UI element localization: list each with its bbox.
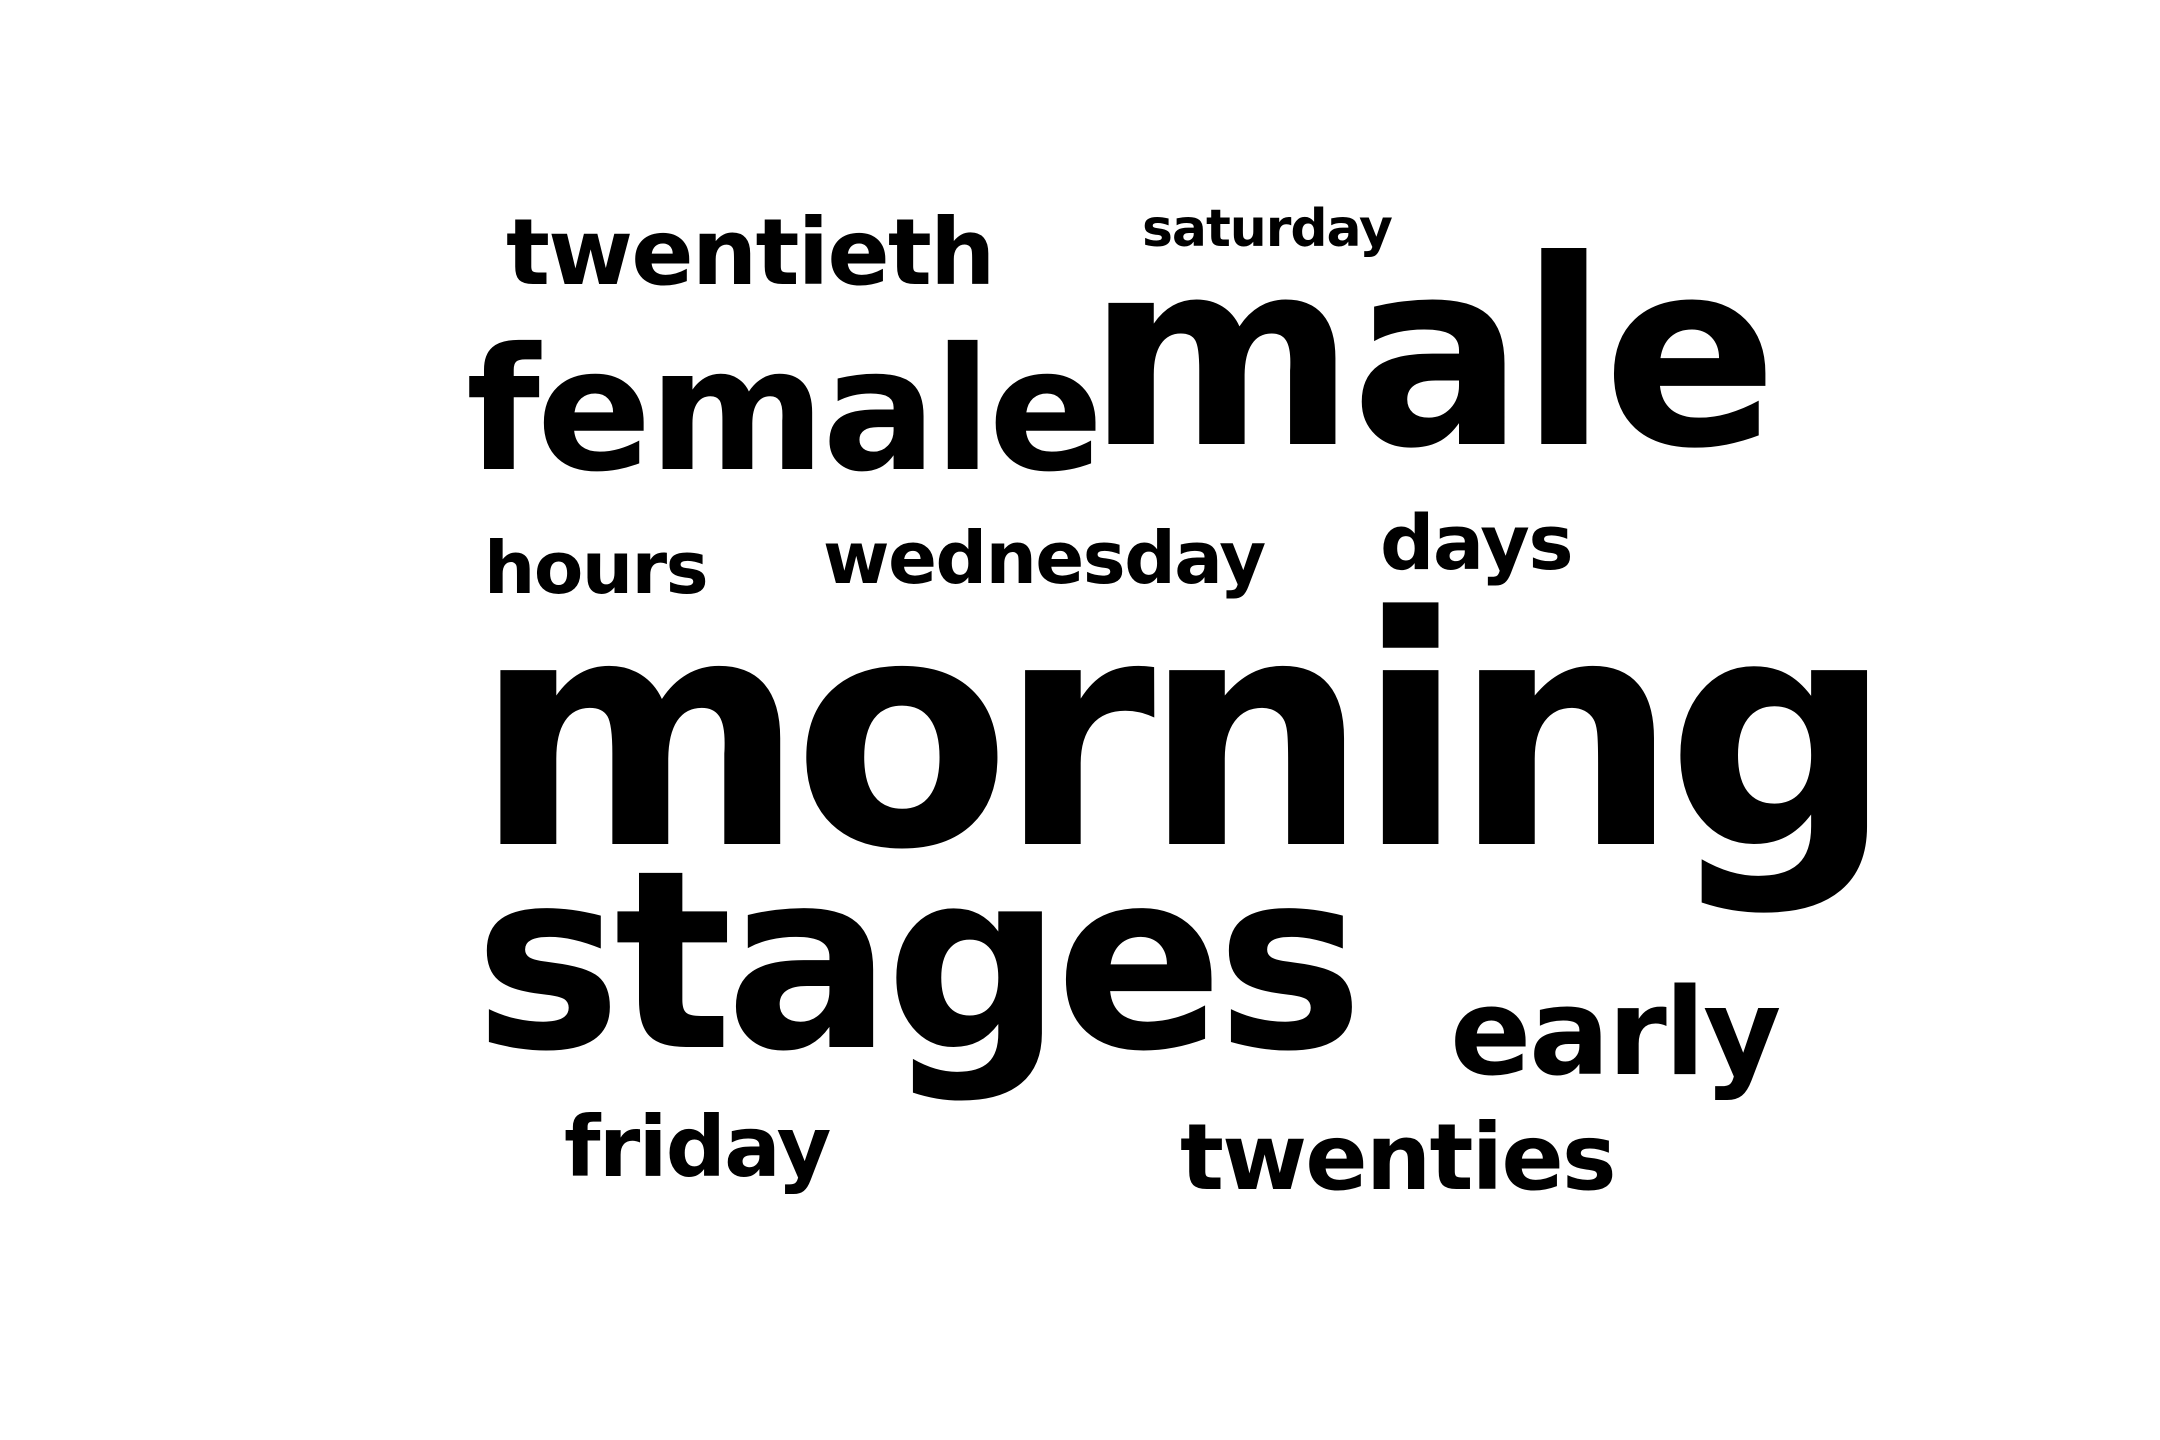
word-friday: friday xyxy=(564,1098,831,1196)
word-wednesday: wednesday xyxy=(823,516,1266,600)
word-saturday: saturday xyxy=(1142,199,1393,259)
word-early: early xyxy=(1450,964,1781,1103)
word-female: female xyxy=(466,312,1104,510)
word-morning: morning xyxy=(474,549,1894,919)
word-stages: stages xyxy=(474,818,1364,1106)
word-days: days xyxy=(1380,498,1574,587)
word-twenties: twenties xyxy=(1180,1104,1617,1211)
word-male: male xyxy=(1087,205,1778,505)
word-hours: hours xyxy=(484,526,709,610)
word-twentieth: twentieth xyxy=(506,199,996,306)
